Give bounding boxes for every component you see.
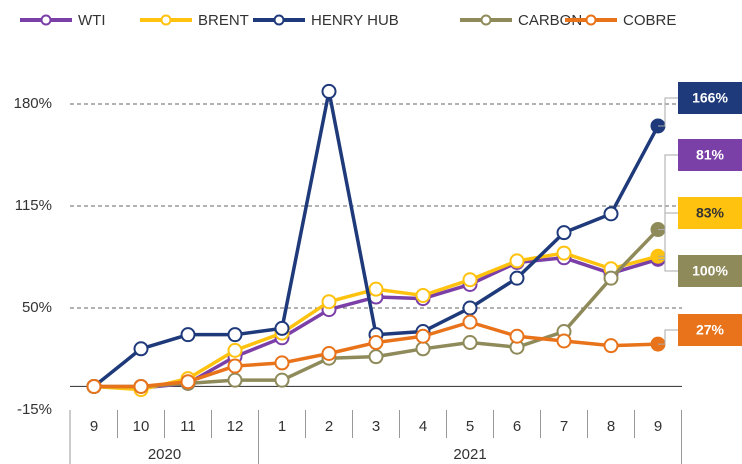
y-tick-label: 115% bbox=[15, 197, 52, 214]
x-tick-label: 11 bbox=[180, 418, 196, 435]
value-box bbox=[678, 314, 742, 346]
point bbox=[227, 358, 243, 374]
legend-label: HENRY HUB bbox=[311, 12, 399, 29]
point bbox=[321, 346, 337, 362]
point bbox=[462, 300, 478, 316]
value-box bbox=[678, 82, 742, 114]
x-tick-label: 3 bbox=[372, 418, 380, 435]
legend-marker bbox=[480, 14, 492, 26]
leader-line bbox=[658, 154, 678, 260]
point bbox=[133, 378, 149, 394]
point bbox=[415, 341, 431, 357]
point bbox=[415, 287, 431, 303]
point bbox=[227, 372, 243, 388]
point bbox=[556, 333, 572, 349]
point bbox=[556, 225, 572, 241]
point bbox=[556, 245, 572, 261]
point bbox=[509, 328, 525, 344]
x-tick-label: 7 bbox=[560, 418, 568, 435]
value-label: 27% bbox=[696, 322, 725, 338]
value-label: 100% bbox=[692, 263, 728, 279]
point bbox=[368, 349, 384, 365]
point bbox=[368, 281, 384, 297]
x-tick-label: 2 bbox=[325, 418, 333, 435]
point bbox=[321, 294, 337, 310]
x-tick-label: 12 bbox=[227, 418, 244, 435]
legend-marker bbox=[273, 14, 285, 26]
legend-label: COBRE bbox=[623, 12, 676, 29]
point bbox=[274, 372, 290, 388]
point bbox=[603, 270, 619, 286]
leader-line bbox=[658, 229, 678, 272]
group-label: 2021 bbox=[453, 446, 486, 463]
point bbox=[86, 378, 102, 394]
y-tick-label: -15% bbox=[17, 401, 52, 418]
point bbox=[321, 83, 337, 99]
point bbox=[180, 327, 196, 343]
x-tick-label: 6 bbox=[513, 418, 521, 435]
value-box bbox=[678, 197, 742, 229]
point bbox=[509, 253, 525, 269]
point bbox=[180, 374, 196, 390]
legend-marker bbox=[585, 14, 597, 26]
point bbox=[368, 335, 384, 351]
legend-label: BRENT bbox=[198, 12, 249, 29]
legend-marker bbox=[160, 14, 172, 26]
value-label: 166% bbox=[692, 90, 728, 106]
legend-label: WTI bbox=[78, 12, 106, 29]
point bbox=[274, 355, 290, 371]
point bbox=[509, 270, 525, 286]
x-tick-label: 8 bbox=[607, 418, 615, 435]
x-tick-label: 5 bbox=[466, 418, 474, 435]
legend-marker bbox=[40, 14, 52, 26]
point bbox=[603, 206, 619, 222]
y-tick-label: 180% bbox=[14, 95, 52, 112]
leader-line bbox=[658, 329, 678, 345]
x-tick-label: 1 bbox=[278, 418, 286, 435]
value-label: 83% bbox=[696, 205, 725, 221]
leader-line bbox=[658, 97, 678, 127]
y-tick-label: 50% bbox=[22, 299, 52, 316]
x-tick-label: 9 bbox=[654, 418, 662, 435]
x-tick-label: 10 bbox=[133, 418, 150, 435]
value-label: 81% bbox=[696, 147, 725, 163]
point bbox=[603, 338, 619, 354]
legend-label: CARBON bbox=[518, 12, 582, 29]
point bbox=[415, 328, 431, 344]
x-tick-label: 4 bbox=[419, 418, 427, 435]
point bbox=[462, 314, 478, 330]
value-box bbox=[678, 139, 742, 171]
group-label: 2020 bbox=[148, 446, 181, 463]
x-tick-label: 9 bbox=[90, 418, 98, 435]
point bbox=[133, 341, 149, 357]
point bbox=[227, 327, 243, 343]
point bbox=[274, 320, 290, 336]
point bbox=[462, 335, 478, 351]
point bbox=[462, 272, 478, 288]
value-box bbox=[678, 255, 742, 287]
point bbox=[227, 342, 243, 358]
